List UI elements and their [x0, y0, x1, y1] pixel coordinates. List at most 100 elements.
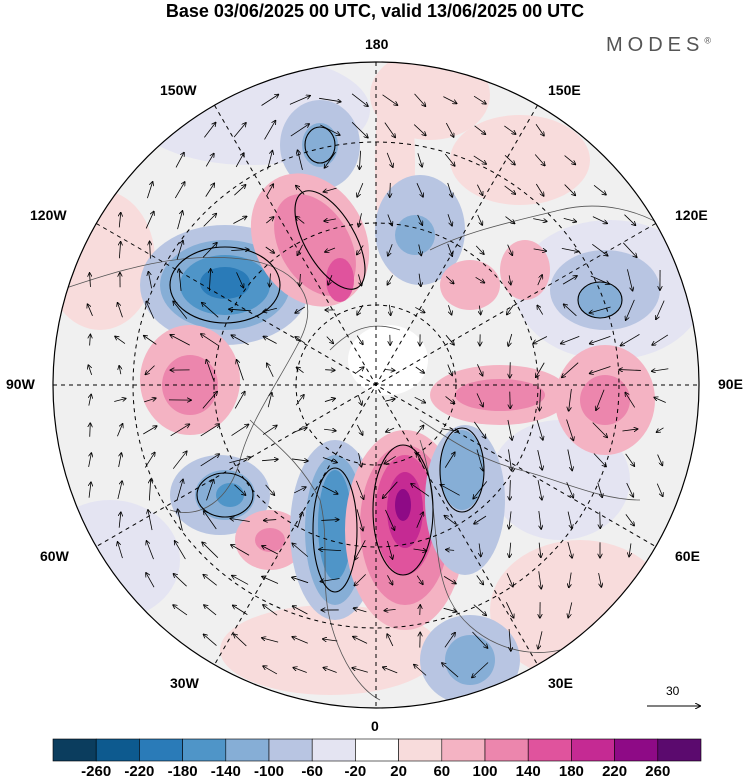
wind-arrow: [89, 453, 92, 468]
wind-arrow: [200, 424, 219, 437]
wind-arrow: [477, 214, 483, 225]
wind-arrow: [387, 275, 393, 284]
colorbar-swatch: [441, 738, 486, 762]
wind-arrow: [209, 269, 210, 292]
wind-arrow: [229, 457, 250, 464]
wind-arrow: [179, 269, 181, 291]
wind-arrow: [204, 605, 217, 616]
wind-arrow: [146, 301, 155, 319]
wind-arrow: [388, 244, 393, 256]
graticule: [53, 62, 699, 708]
wind-arrow: [357, 304, 364, 315]
wind-arrow: [626, 299, 635, 320]
wind-arrow: [535, 183, 543, 196]
wind-arrow: [419, 244, 422, 256]
wind-arrow: [534, 154, 545, 165]
wind-arrow: [472, 631, 487, 648]
lon-label-150w: 150W: [160, 82, 197, 98]
colorbar-swatch: [225, 738, 270, 762]
wind-arrow: [231, 250, 248, 251]
wind-arrow: [382, 94, 398, 105]
lon-label-90e: 90E: [718, 376, 743, 392]
wind-arrow: [385, 370, 394, 371]
wind-arrow: [384, 122, 395, 138]
colorbar-swatch: [182, 738, 227, 762]
wind-arrow: [262, 459, 278, 460]
wind-arrow: [533, 249, 547, 251]
wind-arrow: [417, 214, 423, 225]
wind-arrow: [569, 572, 571, 588]
colorbar-swatch: [355, 738, 399, 762]
wind-arrow: [476, 575, 484, 584]
wind-arrow: [266, 184, 274, 197]
wind-arrow: [203, 214, 217, 227]
lon-label-30e: 30E: [548, 675, 573, 691]
colorbar-tick-label: -260: [81, 763, 112, 780]
wind-arrow: [598, 572, 602, 587]
wind-arrow: [265, 246, 275, 253]
colorbar: [52, 738, 702, 762]
wind-arrow: [174, 182, 184, 199]
colorbar-swatch: [398, 738, 443, 762]
wind-arrow: [444, 452, 455, 468]
wind-arrow: [234, 634, 247, 647]
wind-arrow: [597, 482, 603, 498]
anomaly-region: [500, 240, 550, 300]
wind-arrow: [324, 219, 336, 221]
colorbar-swatch: [311, 738, 356, 762]
anomaly-region: [578, 282, 622, 318]
colorbar-tick-label: -20: [344, 763, 367, 780]
wind-arrow: [351, 122, 368, 137]
wind-arrow: [264, 520, 277, 521]
wind-arrow: [619, 370, 641, 371]
wind-arrow: [415, 307, 424, 312]
wind-arrow: [319, 97, 341, 101]
wind-arrow: [413, 124, 426, 136]
colorbar-tick-label: -60: [301, 763, 324, 780]
wind-arrow: [652, 369, 669, 371]
wind-arrow: [623, 242, 636, 257]
wind-arrow: [593, 453, 606, 467]
wind-arrow: [358, 274, 361, 285]
wind-arrow: [90, 423, 91, 437]
wind-arrow: [475, 245, 484, 254]
wind-arrow: [419, 273, 421, 287]
wind-arrow: [263, 666, 278, 675]
wind-arrow: [233, 216, 246, 224]
wind-arrow: [567, 541, 572, 558]
wind-arrow: [202, 303, 219, 318]
wind-arrow: [235, 153, 244, 168]
wind-arrow: [447, 214, 452, 225]
wind-arrow: [289, 96, 310, 105]
wind-arrow: [626, 482, 634, 497]
wind-arrow: [566, 419, 574, 441]
wind-arrow: [479, 305, 480, 315]
wind-arrow: [537, 275, 542, 286]
wind-arrow: [200, 454, 220, 467]
wind-arrow: [322, 485, 337, 494]
wind-arrow: [476, 449, 483, 470]
wind-arrow: [447, 182, 453, 197]
wind-arrow: [290, 124, 309, 137]
wind-arrow: [176, 479, 183, 501]
wind-arrow: [627, 269, 632, 290]
wind-arrow: [625, 393, 636, 408]
wind-arrow: [507, 244, 513, 256]
wind-arrow: [385, 399, 395, 401]
colorbar-tick-label: 180: [558, 763, 584, 780]
wind-arrow: [445, 276, 453, 283]
modes-logo: MODES®: [606, 34, 711, 57]
wind-arrow: [204, 634, 217, 646]
wind-arrow: [231, 545, 250, 556]
wind-arrow: [564, 155, 576, 165]
wind-arrow: [119, 366, 121, 375]
wind-arrow: [625, 514, 634, 525]
wind-arrow: [146, 541, 154, 560]
wind-arrow: [654, 397, 666, 403]
wind-arrow: [562, 276, 577, 285]
anomaly-region: [348, 325, 428, 395]
wind-arrow: [87, 304, 93, 316]
wind-arrow: [146, 573, 155, 588]
wind-arrow: [292, 577, 309, 584]
wind-arrow: [473, 481, 488, 498]
